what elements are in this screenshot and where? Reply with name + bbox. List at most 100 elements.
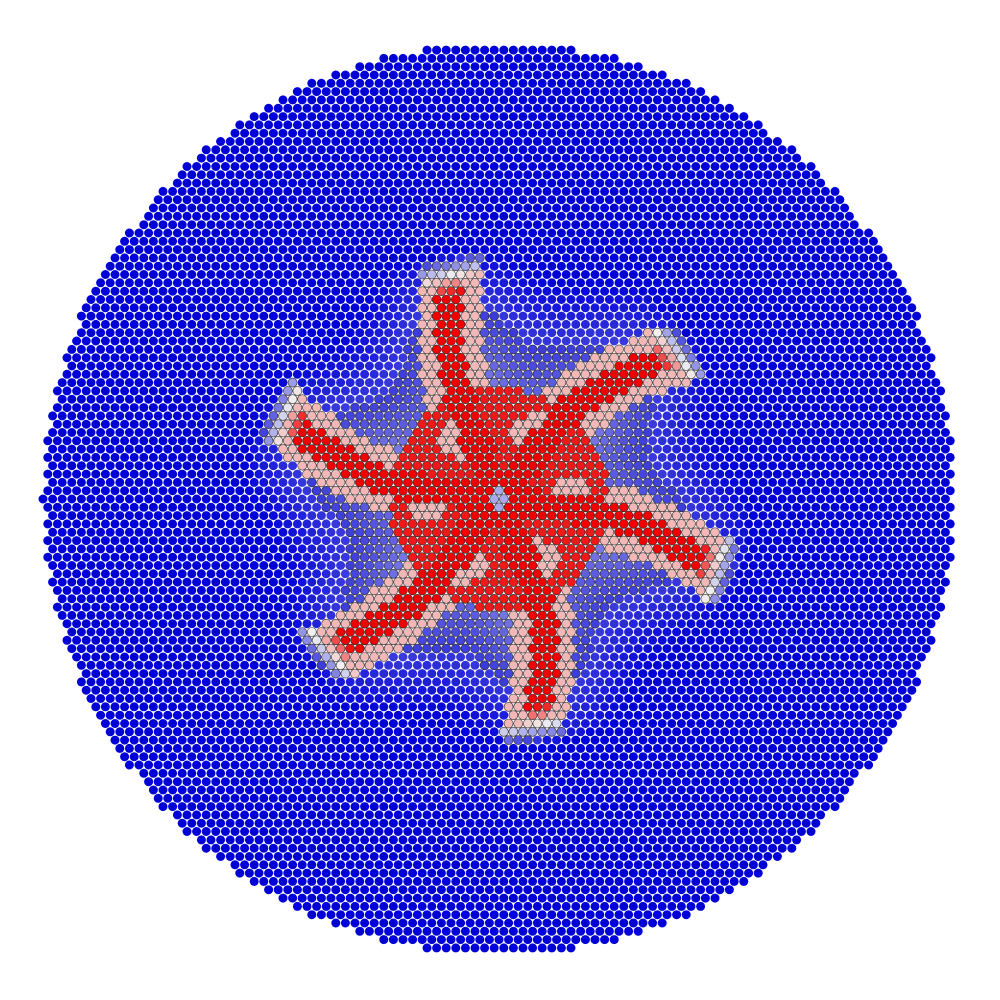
particle-layer [38,45,955,953]
particle [417,103,427,113]
particle [278,344,288,354]
particle [460,327,471,338]
particle [547,328,557,338]
particle [763,286,773,296]
particle [912,527,922,537]
particle [652,178,662,188]
particle [537,278,547,288]
particle [768,494,778,504]
particle [211,378,221,388]
particle [259,378,269,388]
particle [311,485,322,496]
particle [321,137,331,146]
particle [618,535,629,546]
particle [556,510,567,521]
particle [715,203,725,213]
particle [254,486,264,496]
particle [782,519,792,529]
particle [201,428,211,437]
particle [787,261,797,271]
particle [633,328,643,338]
particle [796,278,806,288]
particle [403,178,413,188]
particle [326,128,336,138]
particle [388,253,398,263]
particle [388,419,399,430]
particle [307,511,317,521]
particle [177,419,187,429]
particle [715,386,725,396]
particle [763,270,773,279]
particle [556,361,567,371]
particle [830,452,840,462]
particle [273,120,283,130]
particle [902,494,912,504]
particle [787,162,797,171]
particle [657,120,667,130]
particle [292,319,302,329]
particle [412,228,422,238]
particle [700,311,710,321]
particle [81,519,91,529]
particle [729,178,739,188]
particle [431,361,442,371]
particle [710,494,720,504]
particle [264,486,274,496]
particle [264,319,274,329]
particle [796,245,806,255]
particle [369,519,380,529]
particle [331,353,341,363]
particle [393,112,403,122]
particle [86,428,96,437]
particle [638,552,648,563]
particle [825,544,835,554]
particle [422,444,432,454]
particle [859,270,869,279]
particle [796,477,806,487]
particle [566,278,576,288]
particle [551,402,562,413]
particle [201,261,211,271]
particle [100,286,110,296]
particle [840,203,850,213]
particle [446,170,456,180]
particle [43,552,53,562]
particle [907,486,917,496]
particle [599,519,610,529]
particle [868,286,878,296]
particle [508,411,519,421]
particle [595,261,605,271]
particle [782,419,792,429]
particle [254,552,264,562]
particle [624,261,634,271]
particle [849,353,859,363]
particle [532,336,542,346]
particle [787,544,797,554]
particle [480,295,490,304]
particle [470,361,480,371]
particle [849,569,859,579]
particle [652,295,662,304]
particle [700,544,711,554]
particle [912,511,922,521]
particle [355,328,365,338]
particle [220,428,230,437]
particle [225,353,235,363]
particle [715,452,725,462]
particle [192,178,202,188]
particle [100,303,110,313]
particle [796,261,806,271]
particle [196,403,206,413]
particle [792,353,802,363]
particle [235,270,245,279]
particle [878,353,888,363]
particle [244,170,254,180]
particle [364,228,374,238]
particle [854,361,864,371]
particle [916,336,926,346]
particle [441,477,452,488]
particle [446,568,456,579]
particle [513,419,524,430]
particle [427,87,437,97]
particle [67,511,77,521]
